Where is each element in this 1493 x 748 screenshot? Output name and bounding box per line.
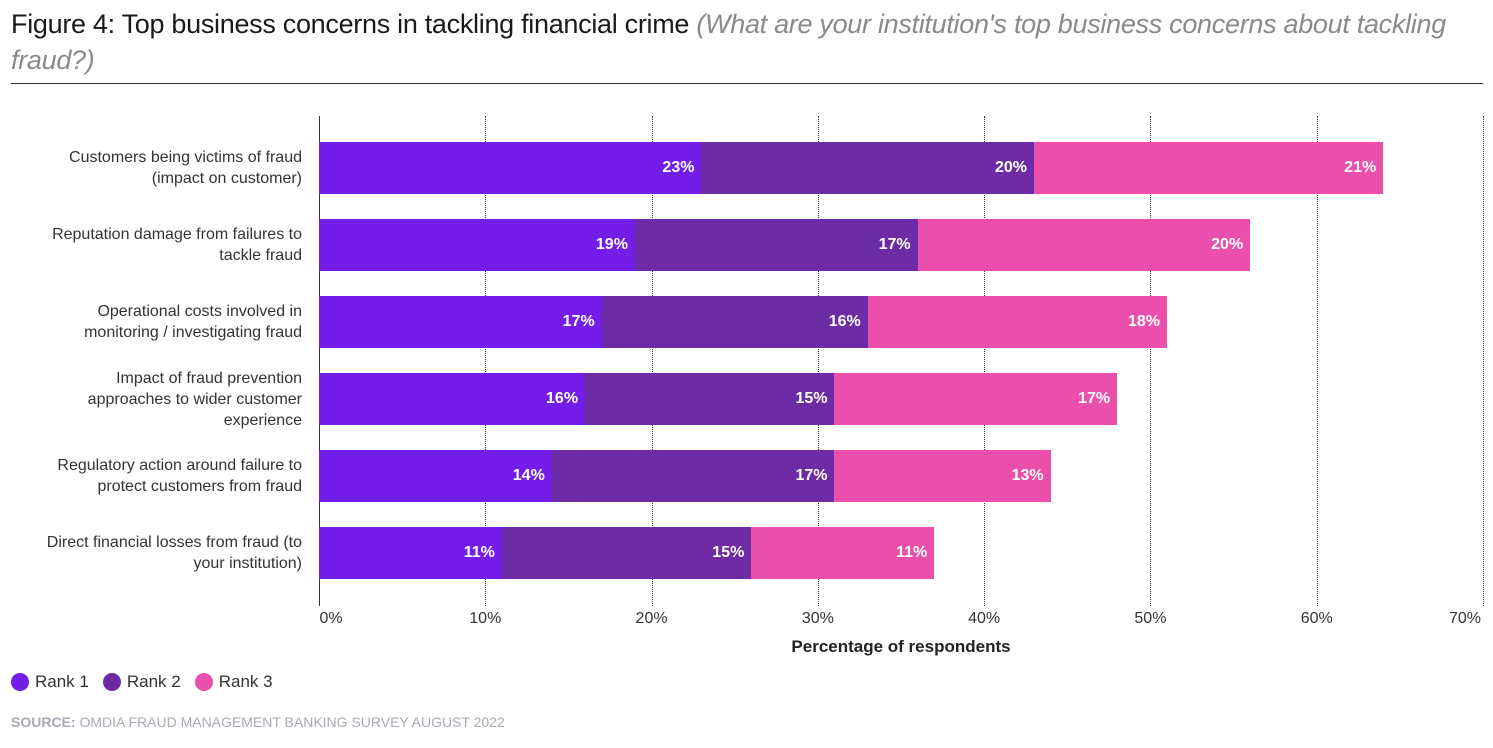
bar-segment-rank-1: 11%: [319, 527, 502, 579]
bar-value-label: 15%: [712, 544, 745, 561]
bar-value-label: 14%: [512, 467, 545, 484]
category-label: Direct financial losses from fraud (to yo…: [46, 534, 302, 572]
x-tick-label: 20%: [635, 610, 668, 627]
gridline: [1483, 116, 1484, 606]
x-tick-label: 0%: [319, 610, 343, 627]
x-tick-label: 50%: [1134, 610, 1167, 627]
bar-segment-rank-1: 17%: [319, 296, 602, 348]
bar-value-label: 19%: [595, 236, 628, 253]
category-label: Regulatory action around failure to prote…: [57, 457, 302, 495]
legend-swatch-icon: [11, 673, 29, 691]
bar-value-label: 20%: [1211, 236, 1244, 253]
bar-value-label: 20%: [994, 159, 1028, 176]
legend-item-rank-1: Rank 1: [11, 672, 89, 692]
x-tick-label: 30%: [801, 610, 834, 627]
plot-area: 23% 20% 21% 19% 17% 20% 17% 16% 18% 16% 15% 17% 14% 1…: [319, 116, 1484, 606]
gridline: [817, 116, 819, 606]
legend: Rank 1 Rank 2 Rank 3: [11, 672, 273, 692]
legend-item-rank-2: Rank 2: [102, 672, 181, 692]
bar-row: 16% 15% 17%: [319, 373, 1118, 425]
gridline: [1150, 116, 1152, 606]
bar-row: 23% 20% 21%: [319, 142, 1384, 194]
category-label: Impact of fraud prevention approaches to …: [87, 369, 302, 429]
bar-segment-rank-3: 17%: [834, 373, 1118, 425]
bar-segment-rank-1: 23%: [319, 142, 702, 194]
bar-segment-rank-2: 15%: [501, 527, 752, 579]
bar-value-label: 21%: [1344, 159, 1377, 176]
bar-segment-rank-1: 19%: [319, 219, 635, 271]
bar-segment-rank-3: 20%: [917, 219, 1251, 271]
bar-value-label: 16%: [546, 390, 579, 407]
chart-subtitle: (What are your institution's top busines…: [11, 9, 1446, 75]
bar-segment-rank-2: 16%: [601, 296, 868, 348]
x-tick-label: 10%: [469, 610, 502, 627]
bar-segment-rank-1: 16%: [319, 373, 586, 425]
source-note: SOURCE: OMDIA FRAUD MANAGEMENT BANKING S…: [11, 714, 505, 730]
bar-segment-rank-1: 14%: [319, 450, 552, 502]
category-label: Operational costs involved in monitoring …: [84, 303, 302, 341]
chart-title: Figure 4: Top business concerns in tackl…: [11, 6, 1481, 78]
bar-row: 19% 17% 20%: [319, 219, 1251, 271]
bar-row: 17% 16% 18%: [319, 296, 1168, 348]
bar-value-label: 13%: [1011, 467, 1044, 484]
bar-value-label: 16%: [828, 313, 861, 330]
bar-value-label: 17%: [795, 467, 828, 484]
legend-swatch-icon: [102, 673, 121, 691]
bar-segment-rank-3: 13%: [834, 450, 1051, 502]
x-tick-label: 70%: [1448, 610, 1482, 627]
chart-title-main: Figure 4: Top business concerns in tackl…: [11, 9, 697, 39]
x-tick-label: 60%: [1300, 610, 1333, 627]
x-tick-label: 40%: [968, 610, 1001, 627]
bar-segment-rank-2: 20%: [701, 142, 1035, 194]
gridline: [1316, 116, 1318, 606]
bar-row: 11% 15% 11%: [319, 527, 935, 579]
bar-segment-rank-3: 21%: [1034, 142, 1384, 194]
gridline: [984, 116, 986, 606]
legend-swatch-icon: [194, 673, 213, 691]
bar-value-label: 11%: [896, 544, 928, 561]
title-divider: [11, 83, 1483, 84]
bar-row: 14% 17% 13%: [319, 450, 1051, 502]
bar-value-label: 17%: [562, 313, 595, 330]
y-axis-line: [319, 116, 320, 606]
bar-value-label: 23%: [662, 159, 695, 176]
bar-value-label: 17%: [1078, 390, 1111, 407]
bar-segment-rank-2: 17%: [551, 450, 835, 502]
bar-segment-rank-2: 15%: [585, 373, 835, 425]
bar-segment-rank-3: 11%: [751, 527, 935, 579]
bar-segment-rank-2: 17%: [634, 219, 918, 271]
category-label: Reputation damage from failures to tackle…: [52, 226, 302, 264]
x-axis-label: Percentage of respondents: [791, 637, 1011, 656]
bar-value-label: 17%: [878, 236, 911, 253]
bar-value-label: 18%: [1128, 313, 1161, 330]
gridline: [651, 116, 653, 606]
legend-item-rank-3: Rank 3: [194, 672, 273, 692]
gridline: [485, 116, 487, 606]
bar-segment-rank-3: 18%: [867, 296, 1168, 348]
bar-value-label: 11%: [463, 544, 495, 561]
bar-value-label: 15%: [795, 390, 828, 407]
category-label: Customers being victims of fraud (impact …: [69, 149, 302, 187]
